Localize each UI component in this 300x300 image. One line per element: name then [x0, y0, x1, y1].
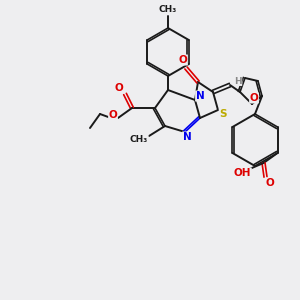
Text: O: O	[265, 178, 274, 188]
Text: OH: OH	[234, 168, 251, 178]
Text: O: O	[178, 55, 188, 65]
Text: S: S	[219, 109, 227, 119]
Text: O: O	[109, 110, 117, 120]
Text: O: O	[250, 93, 258, 103]
Text: N: N	[196, 91, 204, 101]
Text: CH₃: CH₃	[130, 136, 148, 145]
Text: H: H	[234, 76, 242, 85]
Text: O: O	[115, 83, 123, 93]
Text: N: N	[183, 132, 191, 142]
Text: CH₃: CH₃	[159, 5, 177, 14]
